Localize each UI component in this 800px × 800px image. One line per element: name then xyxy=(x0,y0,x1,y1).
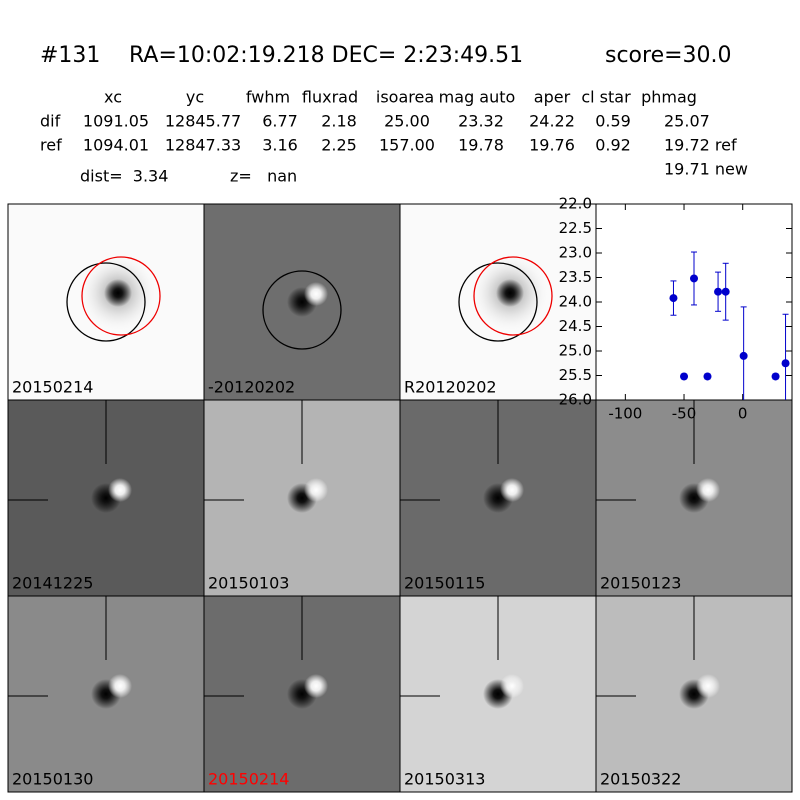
score: score=30.0 xyxy=(605,43,732,68)
panel-label: 20150214 xyxy=(12,378,93,397)
y-tick-label: 23.5 xyxy=(559,268,592,286)
source-pos xyxy=(304,478,328,502)
source-pos xyxy=(304,674,328,698)
cell: 23.32 xyxy=(458,112,504,131)
x-tick-label: 0 xyxy=(738,405,748,423)
cell: 25.00 xyxy=(384,112,430,131)
panel-label: 20150130 xyxy=(12,770,93,789)
redshift: z= nan xyxy=(230,167,297,186)
column-header: cl star xyxy=(581,88,631,107)
image-panel: 20150103 xyxy=(203,399,401,597)
cell: 19.76 xyxy=(529,136,575,155)
panel-label: 20150123 xyxy=(600,574,681,593)
y-tick-label: 24.5 xyxy=(559,317,592,335)
point xyxy=(669,294,678,303)
image-panel: R20120202 xyxy=(399,203,597,401)
cell: 0.59 xyxy=(595,112,631,131)
column-header: phmag xyxy=(641,88,697,107)
y-tick-label: 22.5 xyxy=(559,219,592,237)
panel-label: R20120202 xyxy=(404,378,497,397)
x-tick-label: -50 xyxy=(672,405,697,423)
cell: 157.00 xyxy=(379,136,435,155)
cell: 25.07 xyxy=(664,112,710,131)
column-header: mag auto xyxy=(439,88,516,107)
y-tick-label: 25.5 xyxy=(559,366,592,384)
source-pos xyxy=(108,674,132,698)
point xyxy=(714,287,723,296)
column-header: aper xyxy=(534,88,571,107)
cell: 2.18 xyxy=(321,112,357,131)
source-pos xyxy=(500,478,524,502)
image-panel: 20150123 xyxy=(595,399,793,597)
cell: 1094.01 xyxy=(83,136,149,155)
aperture xyxy=(66,262,146,342)
point xyxy=(771,372,780,381)
source-pos xyxy=(696,674,720,698)
column-header: fwhm xyxy=(246,88,290,107)
source xyxy=(104,279,132,307)
column-header: fluxrad xyxy=(302,88,358,107)
source-pos xyxy=(500,674,524,698)
candidate-id: #131 xyxy=(40,43,100,68)
image-panel: -20120202 xyxy=(203,203,401,401)
panel-label: 20150115 xyxy=(404,574,485,593)
y-tick-label: 22.0 xyxy=(559,195,592,213)
x-tick-label: -100 xyxy=(608,405,642,423)
cell: 24.22 xyxy=(529,112,575,131)
y-tick-label: 23.0 xyxy=(559,244,592,262)
aperture-ref xyxy=(81,256,161,336)
y-tick-label: 26.0 xyxy=(559,391,592,409)
image-panel: 20150115 xyxy=(399,399,597,597)
point xyxy=(721,287,730,296)
image-panel: 20150214 xyxy=(7,203,205,401)
source-pos xyxy=(304,282,328,306)
image-panel: 20141225 xyxy=(7,399,205,597)
panel-label: 20150313 xyxy=(404,770,485,789)
cell: 3.16 xyxy=(262,136,298,155)
cell: 19.78 xyxy=(458,136,504,155)
column-header: xc xyxy=(104,88,122,107)
dist: dist= 3.34 xyxy=(80,167,168,186)
panel-label: 20150214 xyxy=(208,770,289,789)
point xyxy=(781,359,790,368)
panel-label: 20141225 xyxy=(12,574,93,593)
cell: 0.92 xyxy=(595,136,631,155)
new-mag: 19.71 new xyxy=(664,160,748,179)
cell: 6.77 xyxy=(262,112,298,131)
cell: 19.72 ref xyxy=(664,136,737,155)
image-panel: 20150313 xyxy=(399,595,597,793)
row-label: ref xyxy=(40,136,62,155)
aperture-ref xyxy=(473,256,553,336)
point xyxy=(739,351,748,360)
cell: 1091.05 xyxy=(83,112,149,131)
y-tick-label: 25.0 xyxy=(559,342,592,360)
point xyxy=(680,372,689,381)
image-panel: 20150214 xyxy=(203,595,401,793)
panel-label: 20150322 xyxy=(600,770,681,789)
point xyxy=(690,274,698,283)
image-panel: 20150322 xyxy=(595,595,793,793)
panel-label: -20120202 xyxy=(208,378,295,397)
panel-label: 20150103 xyxy=(208,574,289,593)
source-pos xyxy=(696,478,720,502)
column-header: yc xyxy=(186,88,204,107)
plot xyxy=(669,251,790,400)
cell: 2.25 xyxy=(321,136,357,155)
aperture xyxy=(458,262,538,342)
y-tick-label: 24.0 xyxy=(559,293,592,311)
cell: 12847.33 xyxy=(165,136,241,155)
column-header: isoarea xyxy=(376,88,434,107)
image-panel: 20150130 xyxy=(7,595,205,793)
coordinates: RA=10:02:19.218 DEC= 2:23:49.51 xyxy=(129,43,523,68)
cell: 12845.77 xyxy=(165,112,241,131)
aperture xyxy=(262,270,342,350)
source xyxy=(496,279,524,307)
source-pos xyxy=(108,478,132,502)
row-label: dif xyxy=(40,112,61,131)
point xyxy=(703,372,712,381)
